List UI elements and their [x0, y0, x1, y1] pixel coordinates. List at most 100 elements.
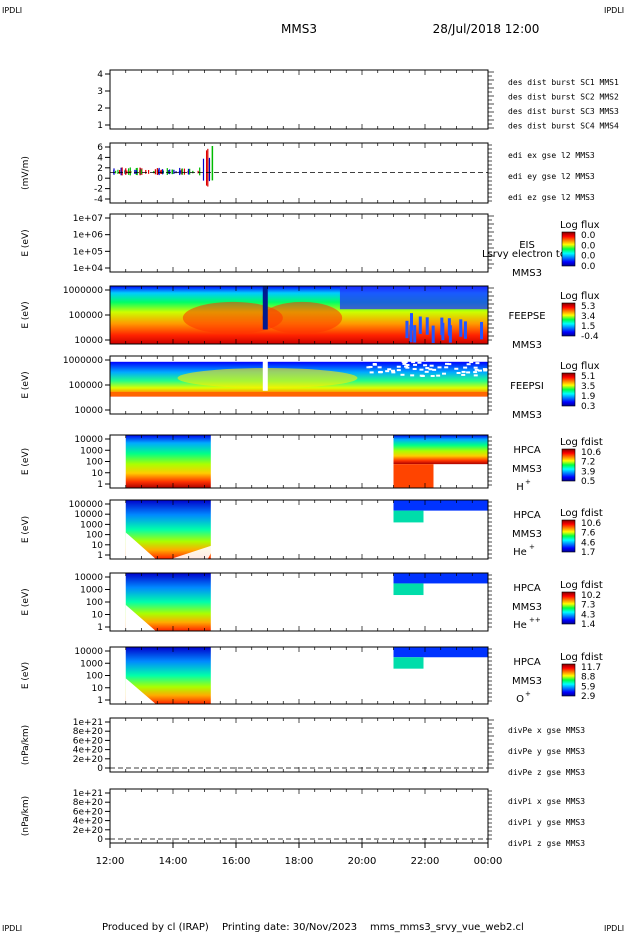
y-tick-label: 4 [97, 153, 103, 163]
instrument-label: FEEPSE [508, 311, 545, 322]
feepsi-speckle [423, 364, 428, 367]
y-tick-label: 4e+20 [73, 817, 104, 827]
y-tick-label: 1e+21 [73, 789, 103, 799]
y-axis-label: (mV/m) [21, 156, 31, 190]
y-tick-label: 2 [97, 164, 103, 174]
feepsi-speckle [463, 366, 468, 369]
feepsi-speckle [385, 370, 390, 373]
feepse-dropout [431, 325, 435, 343]
y-axis-label: (nPa/km) [21, 725, 31, 765]
y-axis-label: E (eV) [21, 662, 31, 689]
legend-edi_e_gse: edi ex gse l2 MMS3 [508, 151, 595, 160]
panel-frame [109, 788, 489, 844]
feepsi-speckle [396, 365, 401, 368]
colorbar-tick-label: 7.6 [581, 529, 596, 539]
y-tick-label: 1000 [80, 659, 103, 669]
y-tick-label: 10 [92, 469, 104, 479]
eis-extra-label: Lsrvy electron to [482, 249, 566, 260]
y-tick-label: 1e+06 [73, 231, 104, 241]
instrument-label: HPCA [513, 583, 541, 594]
feepse-dropout [413, 325, 417, 343]
colorbar-tick-label: 0.0 [581, 241, 596, 251]
colorbar-tick-label: 1.7 [581, 548, 595, 558]
species-label: He [513, 620, 527, 631]
colorbar-tick-label: 10.6 [581, 519, 601, 529]
feepsi-speckle [444, 366, 449, 369]
colorbar-tick-label: 4.3 [581, 610, 595, 620]
y-tick-label: 2e+20 [73, 826, 104, 836]
x-axis: 12:00 14:00 16:00 18:00 20:00 22:00 00:00 [96, 70, 502, 867]
colorbar-tick-label: 0.3 [581, 402, 595, 412]
colorbar-tick-label: 10.6 [581, 448, 601, 458]
colorbar-title: Log fdist [560, 437, 603, 448]
x-tick-label: 12:00 [96, 856, 125, 867]
footer: Produced by cl (IRAP) Printing date: 30/… [102, 922, 524, 933]
y-tick-label: 100 [86, 458, 103, 468]
legend-divPe: divPe y gse MMS3 [508, 747, 585, 756]
colorbar-title: Log fdist [560, 580, 603, 591]
y-tick-label: 10 [92, 611, 104, 621]
feepsi-speckle [432, 368, 437, 371]
feepse-hot-region [182, 301, 283, 334]
instrument-label: EIS [519, 240, 535, 251]
feepsi-speckle [372, 363, 377, 366]
y-tick-label: 10 [92, 541, 104, 551]
feepsi-speckle [366, 366, 371, 369]
feepsi-speckle [454, 367, 459, 370]
colorbar-tick-label: 0.0 [581, 262, 596, 272]
hpca-block [393, 435, 488, 465]
hpca-mask [125, 678, 156, 704]
feepse-dropout [447, 318, 451, 336]
y-tick-label: 2 [97, 104, 103, 114]
colorbar-tick-label: 8.8 [581, 673, 596, 683]
feepse-dropout [409, 324, 413, 343]
y-tick-label: 8e+20 [73, 727, 104, 737]
feepsi-speckle [461, 373, 466, 376]
colorbar-tick-label: 5.1 [581, 372, 595, 382]
feepsi-speckle [437, 366, 442, 369]
species-charge: + [529, 543, 535, 551]
colorbar [561, 448, 576, 482]
y-tick-label: -2 [94, 185, 103, 195]
y-tick-label: 2e+20 [73, 755, 104, 765]
feepsi-speckle [429, 364, 434, 367]
colorbar-title: Log flux [560, 291, 600, 302]
figure-title: MMS3 [281, 22, 317, 36]
colorbar-tick-label: 7.2 [581, 458, 595, 468]
colorbar-title: Log flux [560, 220, 600, 231]
feepsi-speckle [404, 365, 409, 368]
colorbar-tick-label: 1.9 [581, 392, 596, 402]
y-tick-label: 100000 [69, 311, 104, 321]
colorbar-title: Log fdist [560, 652, 603, 663]
species-charge: + [525, 478, 531, 486]
corner-labels: IPDLI IPDLI IPDLI IPDLI [2, 6, 624, 933]
y-axis-label: E (eV) [21, 516, 31, 543]
feepsi-speckle [477, 369, 482, 372]
feepsi-speckle [428, 368, 433, 371]
spacecraft-label: MMS3 [512, 340, 542, 351]
feepse-hot-region [262, 301, 343, 334]
colorbar-tick-label: 11.7 [581, 663, 601, 673]
colorbar-tick-label: 5.3 [581, 302, 595, 312]
corner-tr: IPDLI [604, 6, 624, 15]
feepse-dropout [463, 321, 467, 339]
y-tick-label: 1e+07 [73, 214, 103, 224]
feepsi-speckle [456, 371, 461, 374]
feepsi-speckle [473, 366, 478, 369]
feepse-dropout [440, 317, 444, 335]
y-tick-label: 4e+20 [73, 746, 104, 756]
feepsi-speckle [377, 366, 382, 369]
y-tick-label: 10000 [74, 647, 103, 657]
instrument-label: HPCA [513, 657, 541, 668]
spacecraft-label: MMS3 [512, 676, 542, 687]
colorbar-tick-label: -0.4 [581, 332, 599, 342]
y-axis-label: E (eV) [21, 448, 31, 475]
feepsi-speckle [425, 367, 430, 370]
legend-des_dist_burst: des dist burst SC3 MMS3 [508, 107, 619, 116]
y-tick-label: 3 [97, 87, 103, 97]
feepsi-speckle [368, 365, 373, 368]
colorbar [561, 231, 576, 267]
x-tick-label: 16:00 [222, 856, 251, 867]
instrument-label: HPCA [513, 445, 541, 456]
